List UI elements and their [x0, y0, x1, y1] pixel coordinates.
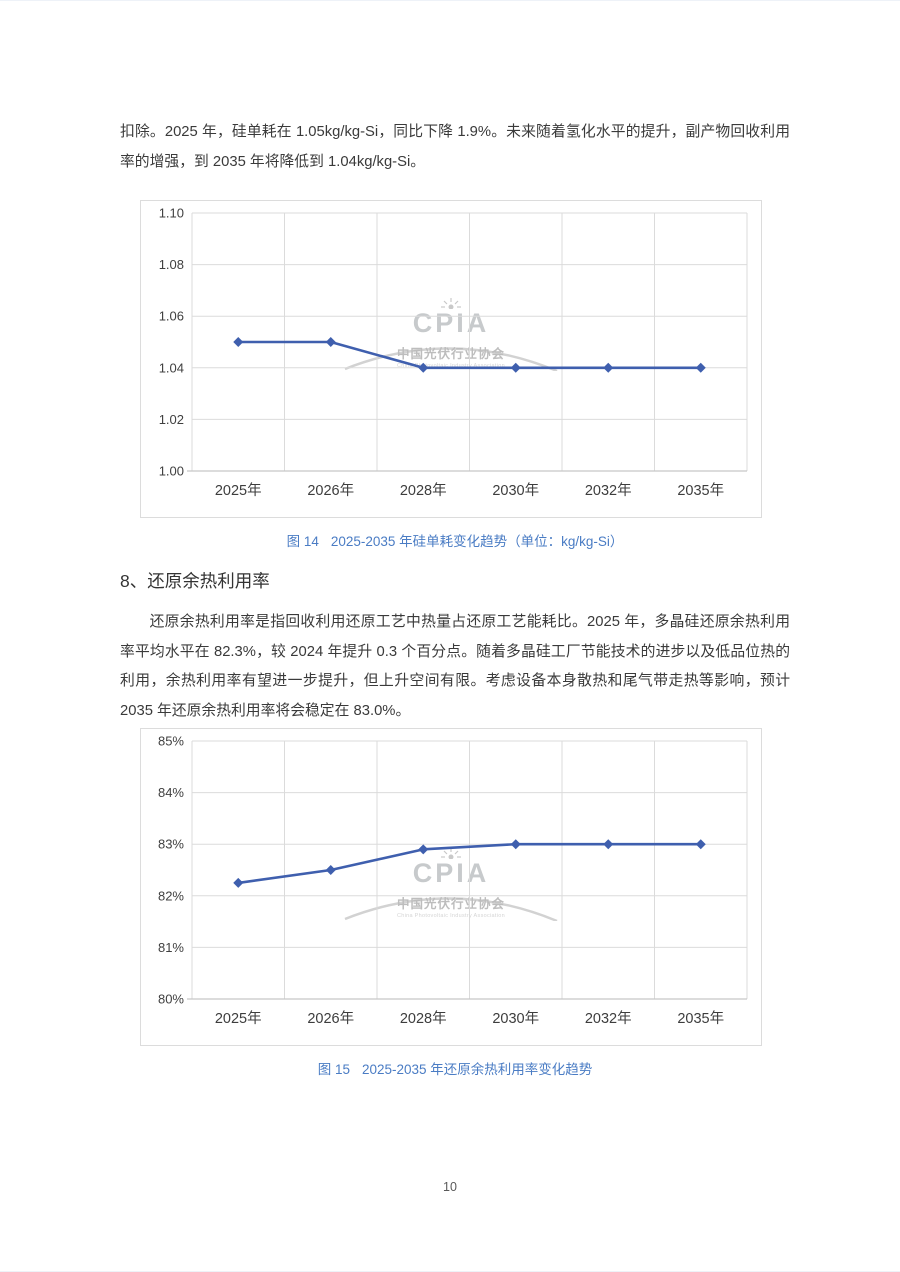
section-heading-8: 8、还原余热利用率: [120, 571, 270, 591]
page-number: 10: [443, 1180, 457, 1194]
x-axis-tick-label: 2025年: [215, 482, 262, 499]
y-axis-tick-label: 80%: [158, 992, 184, 1007]
x-axis-tick-label: 2025年: [215, 1010, 262, 1027]
x-axis-tick-label: 2035年: [677, 1010, 724, 1027]
figure-15-caption-title: 2025-2035 年还原余热利用率变化趋势: [361, 1062, 593, 1077]
data-point-marker: [418, 362, 429, 373]
data-point-marker: [695, 839, 706, 850]
data-point-marker: [233, 877, 244, 888]
y-axis-tick-label: 1.10: [159, 206, 184, 221]
figure-15-caption-label: 图 15: [317, 1062, 350, 1077]
data-point-marker: [510, 362, 521, 373]
figure-14-caption-label: 图 14: [286, 534, 319, 549]
y-axis-tick-label: 1.02: [159, 412, 184, 427]
y-axis-tick-label: 1.08: [159, 257, 184, 272]
data-point-marker: [233, 337, 244, 347]
x-axis-tick-label: 2032年: [585, 1010, 632, 1027]
data-point-marker: [603, 839, 614, 850]
y-axis-tick-label: 82%: [158, 888, 184, 903]
data-point-marker: [325, 337, 336, 347]
figure-14-caption: 图 14 2025-2035 年硅单耗变化趋势（单位：kg/kg-Si）: [120, 532, 790, 551]
data-point-marker: [695, 362, 706, 373]
y-axis-tick-label: 1.04: [159, 360, 184, 375]
figure-15-caption: 图 15 2025-2035 年还原余热利用率变化趋势: [120, 1060, 790, 1079]
body-paragraph-2: 还原余热利用率是指回收利用还原工艺中热量占还原工艺能耗比。2025 年，多晶硅还…: [120, 614, 790, 719]
data-point-marker: [510, 839, 521, 850]
x-axis-tick-label: 2030年: [492, 482, 539, 499]
body-paragraph-1: 扣除。2025 年，硅单耗在 1.05kg/kg-Si，同比下降 1.9%。未来…: [120, 124, 790, 170]
x-axis-tick-label: 2035年: [677, 482, 724, 499]
x-axis-tick-label: 2032年: [585, 482, 632, 499]
y-axis-tick-label: 85%: [158, 734, 184, 749]
data-point-marker: [603, 362, 614, 373]
page-content: 扣除。2025 年，硅单耗在 1.05kg/kg-Si，同比下降 1.9%。未来…: [0, 118, 900, 1079]
data-point-marker: [418, 844, 429, 855]
x-axis-tick-label: 2026年: [307, 482, 354, 499]
series-line: [238, 842, 701, 885]
y-axis-tick-label: 83%: [158, 837, 184, 852]
x-axis-tick-label: 2028年: [400, 1010, 447, 1027]
line-chart-waste-heat-utilization: 80% 81% 82% 83% 84% 85% 2025年 2026年 2028年 2030年 20…: [158, 734, 748, 1027]
y-axis-tick-label: 81%: [158, 940, 184, 955]
x-axis-tick-label: 2030年: [492, 1010, 539, 1027]
y-axis-tick-label: 1.00: [159, 464, 184, 479]
data-point-marker: [325, 865, 336, 875]
line-chart-silicon-consumption: 1.00 1.02 1.04 1.06 1.08 1.10 2025年 2026年 2028年 2…: [159, 206, 748, 499]
figure-14-chart: CPIA 中国光伏行业协会 China Photovoltaic Industr…: [140, 200, 762, 518]
x-axis-tick-label: 2028年: [400, 482, 447, 499]
x-axis-tick-label: 2026年: [307, 1010, 354, 1027]
figure-14-caption-title: 2025-2035 年硅单耗变化趋势（单位：kg/kg-Si）: [330, 534, 624, 549]
y-axis-tick-label: 1.06: [159, 309, 184, 324]
y-axis-tick-label: 84%: [158, 785, 184, 800]
figure-15-chart: CPIA 中国光伏行业协会 China Photovoltaic Industr…: [140, 728, 762, 1046]
